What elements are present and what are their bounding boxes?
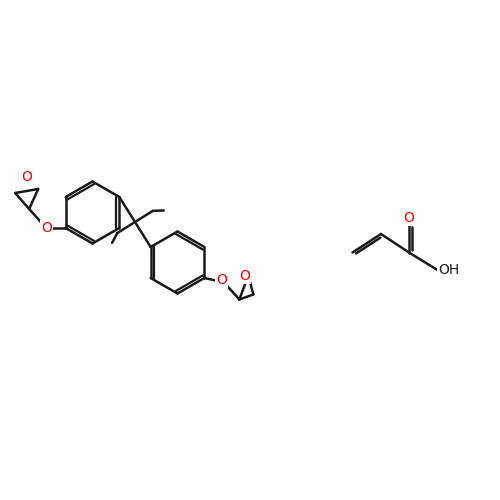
Text: OH: OH: [438, 263, 459, 277]
Text: O: O: [41, 221, 52, 235]
Text: O: O: [240, 269, 250, 283]
Text: O: O: [216, 274, 228, 287]
Text: O: O: [21, 170, 32, 184]
Text: O: O: [404, 211, 414, 225]
